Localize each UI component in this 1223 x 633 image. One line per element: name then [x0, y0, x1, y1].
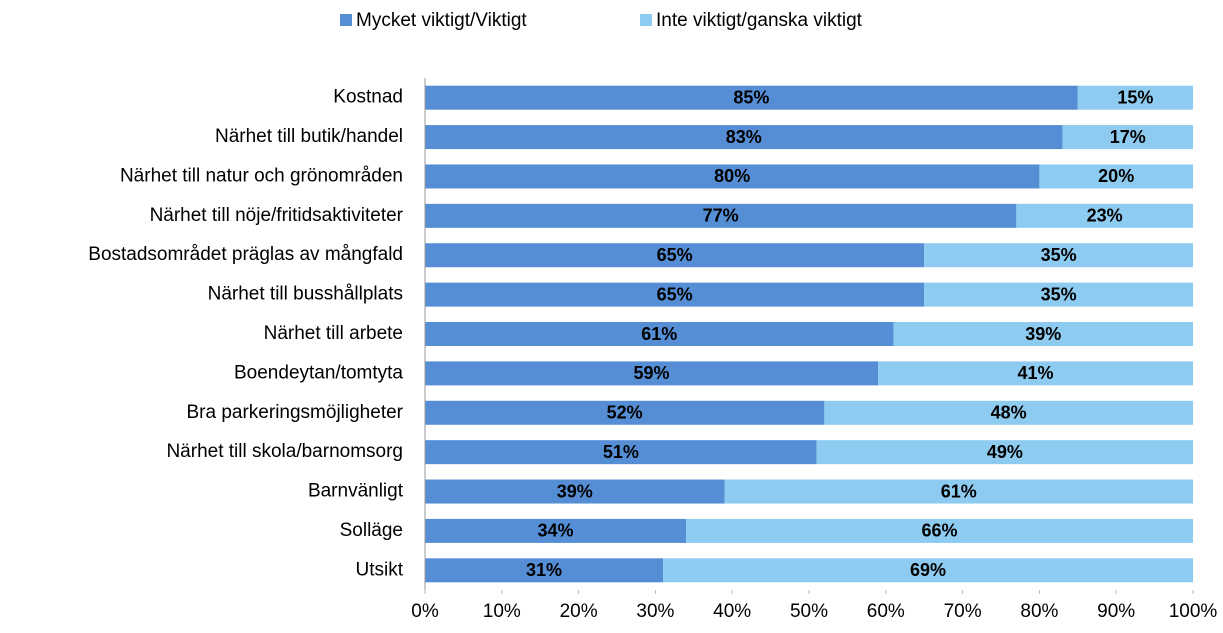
- data-label: 49%: [987, 442, 1023, 462]
- bar-segment: [425, 282, 925, 307]
- data-label: 31%: [526, 560, 562, 580]
- data-label: 35%: [1041, 284, 1077, 304]
- data-label: 61%: [641, 324, 677, 344]
- data-label: 69%: [910, 560, 946, 580]
- data-label: 17%: [1110, 127, 1146, 147]
- x-tick-label: 80%: [1020, 601, 1058, 622]
- bar-segment: [425, 558, 664, 583]
- legend-label: Mycket viktigt/Viktigt: [356, 10, 527, 31]
- y-tick-label: Boendeytan/tomtyta: [234, 362, 403, 383]
- x-tick-label: 0%: [411, 601, 439, 622]
- data-label: 52%: [607, 403, 643, 423]
- data-label: 34%: [538, 521, 574, 541]
- legend-label: Inte viktigt/ganska viktigt: [656, 10, 863, 31]
- x-tick-label: 100%: [1169, 601, 1218, 622]
- y-tick-label: Kostnad: [333, 87, 403, 108]
- bar-segment: [893, 322, 1193, 346]
- data-label: 77%: [703, 206, 739, 226]
- bar-segment: [425, 440, 817, 465]
- data-label: 41%: [1018, 363, 1054, 383]
- x-tick-label: 60%: [867, 601, 905, 622]
- y-tick-label: Närhet till natur och grönområden: [120, 165, 403, 186]
- x-tick-label: 90%: [1097, 601, 1135, 622]
- bar-segment: [425, 243, 925, 268]
- data-label: 20%: [1098, 166, 1134, 186]
- y-tick-label: Solläge: [340, 520, 403, 541]
- x-tick-label: 70%: [944, 601, 982, 622]
- bar-segment: [425, 479, 725, 504]
- bar-segment: [1016, 203, 1193, 228]
- y-tick-label: Närhet till butik/handel: [215, 126, 403, 147]
- bar-segment: [924, 243, 1193, 268]
- bar-segment: [878, 361, 1193, 386]
- data-label: 80%: [714, 166, 750, 186]
- x-tick-label: 40%: [713, 601, 751, 622]
- x-tick-label: 30%: [636, 601, 674, 622]
- legend-swatch: [340, 14, 352, 26]
- data-label: 51%: [603, 442, 639, 462]
- data-label: 35%: [1041, 245, 1077, 265]
- y-tick-label: Barnvänligt: [308, 481, 404, 502]
- y-tick-label: Bostadsområdet präglas av mångfald: [88, 244, 403, 265]
- data-label: 85%: [733, 87, 769, 107]
- bar-segment: [1077, 85, 1193, 110]
- bar-segment: [924, 282, 1193, 307]
- bar-segment: [425, 322, 894, 346]
- bar-segment: [425, 203, 1017, 228]
- data-label: 15%: [1117, 87, 1153, 107]
- bar-segment: [425, 518, 687, 543]
- bar-segment: [824, 400, 1193, 425]
- y-tick-label: Närhet till arbete: [264, 323, 403, 344]
- bar-segment: [425, 361, 879, 386]
- data-label: 65%: [657, 284, 693, 304]
- x-tick-label: 50%: [790, 601, 828, 622]
- data-label: 61%: [941, 481, 977, 501]
- data-label: 39%: [557, 481, 593, 501]
- data-label: 83%: [726, 127, 762, 147]
- bar-segment: [425, 400, 825, 425]
- bar-segment: [425, 125, 1063, 150]
- data-label: 66%: [922, 521, 958, 541]
- data-label: 39%: [1025, 324, 1061, 344]
- bar-segment: [724, 479, 1193, 504]
- bar-segment: [816, 440, 1193, 465]
- bar-segment: [663, 558, 1193, 583]
- bar-segment: [686, 518, 1193, 543]
- data-label: 23%: [1087, 206, 1123, 226]
- data-label: 59%: [634, 363, 670, 383]
- y-tick-label: Närhet till nöje/fritidsaktiviteter: [150, 205, 404, 226]
- bar-segment: [1062, 125, 1193, 150]
- y-tick-label: Utsikt: [356, 559, 404, 580]
- data-label: 48%: [991, 403, 1027, 423]
- bar-segment: [425, 164, 1040, 189]
- x-tick-label: 10%: [483, 601, 521, 622]
- y-tick-label: Närhet till skola/barnomsorg: [166, 441, 403, 462]
- y-tick-label: Närhet till busshållplats: [208, 284, 403, 305]
- bar-segment: [1039, 164, 1193, 189]
- y-tick-label: Bra parkeringsmöjligheter: [187, 402, 404, 423]
- bar-segment: [425, 85, 1078, 110]
- data-label: 65%: [657, 245, 693, 265]
- legend-swatch: [640, 14, 652, 26]
- x-tick-label: 20%: [560, 601, 598, 622]
